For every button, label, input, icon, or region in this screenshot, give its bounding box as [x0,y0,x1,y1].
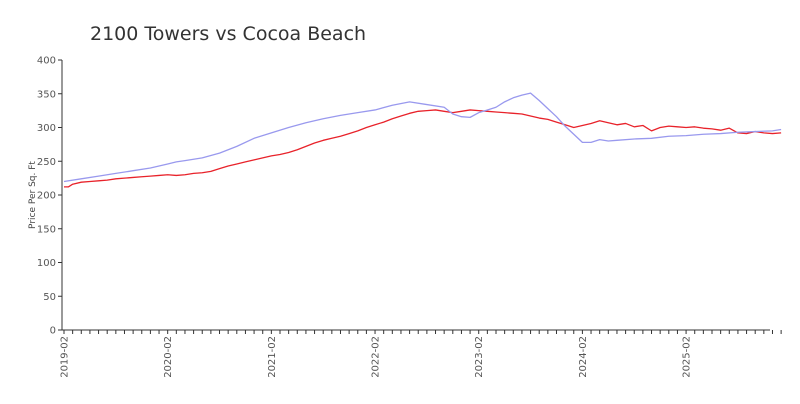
y-tick-label: 350 [37,89,56,100]
x-ticks: 2019-02 2020-02 2021-02 2022-02 2023-02 2024-… [60,330,782,378]
x-tick-label: 2019-02 [60,336,71,378]
y-tick-label: 50 [43,292,56,303]
x-tick-label: 2022-02 [371,336,382,378]
x-tick-label: 2021-02 [267,336,278,378]
x-tick-label: 2020-02 [163,336,174,378]
y-tick-label: 0 [50,326,56,337]
axes [61,60,770,331]
y-tick-label: 200 [37,191,56,202]
y-tick-label: 100 [37,258,56,269]
series-line-1 [64,109,782,188]
y-ticks: 0 50 100 150 200 250 300 350 400 [37,56,62,337]
chart-title: 2100 Towers vs Cocoa Beach [90,23,366,45]
x-tick-label: 2023-02 [474,336,485,378]
x-tick-label: 2024-02 [578,336,589,378]
y-tick-label: 300 [37,123,56,134]
y-axis-label: Price Per Sq. Ft [28,161,38,229]
series-group [63,92,782,188]
y-tick-label: 400 [37,56,56,67]
y-tick-label: 250 [37,157,56,168]
x-tick-label: 2025-02 [682,336,693,378]
y-tick-label: 150 [37,224,56,235]
series-line-2 [63,92,782,183]
